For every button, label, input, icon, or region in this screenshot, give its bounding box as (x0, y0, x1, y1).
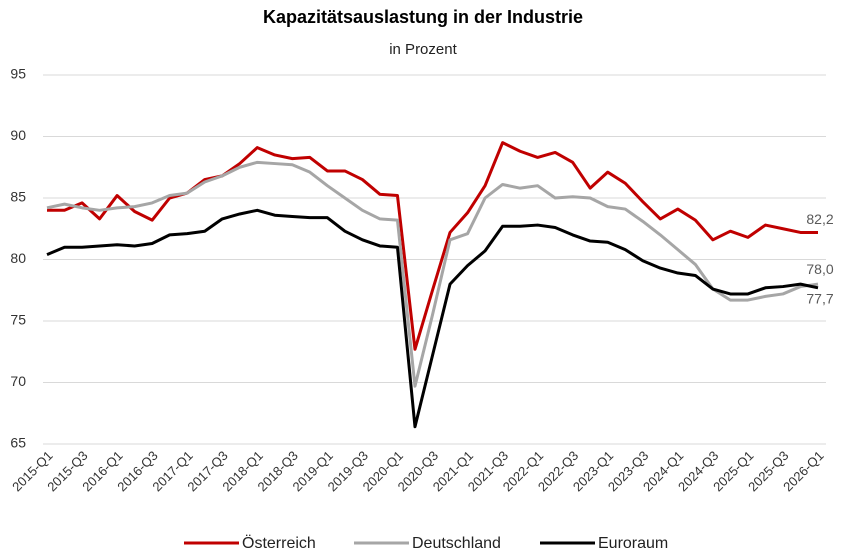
y-tick-label: 80 (10, 250, 26, 266)
y-tick-label: 95 (10, 66, 26, 82)
series-line (46, 160, 819, 388)
legend-label: Deutschland (412, 535, 501, 552)
data-label: 78,0 (806, 261, 833, 277)
legend-label: Euroraum (598, 535, 668, 552)
chart-subtitle: in Prozent (389, 41, 457, 58)
data-label: 82,2 (806, 211, 833, 227)
data-label: 77,7 (806, 290, 833, 306)
legend-label: Österreich (242, 534, 316, 552)
y-tick-label: 70 (10, 373, 26, 389)
chart-title: Kapazitätsauslastung in der Industrie (263, 7, 583, 27)
y-tick-label: 65 (10, 435, 26, 451)
y-tick-label: 85 (10, 189, 26, 205)
y-tick-label: 75 (10, 312, 26, 328)
series-line (46, 208, 819, 429)
y-tick-label: 90 (10, 127, 26, 143)
series-line (47, 141, 818, 351)
